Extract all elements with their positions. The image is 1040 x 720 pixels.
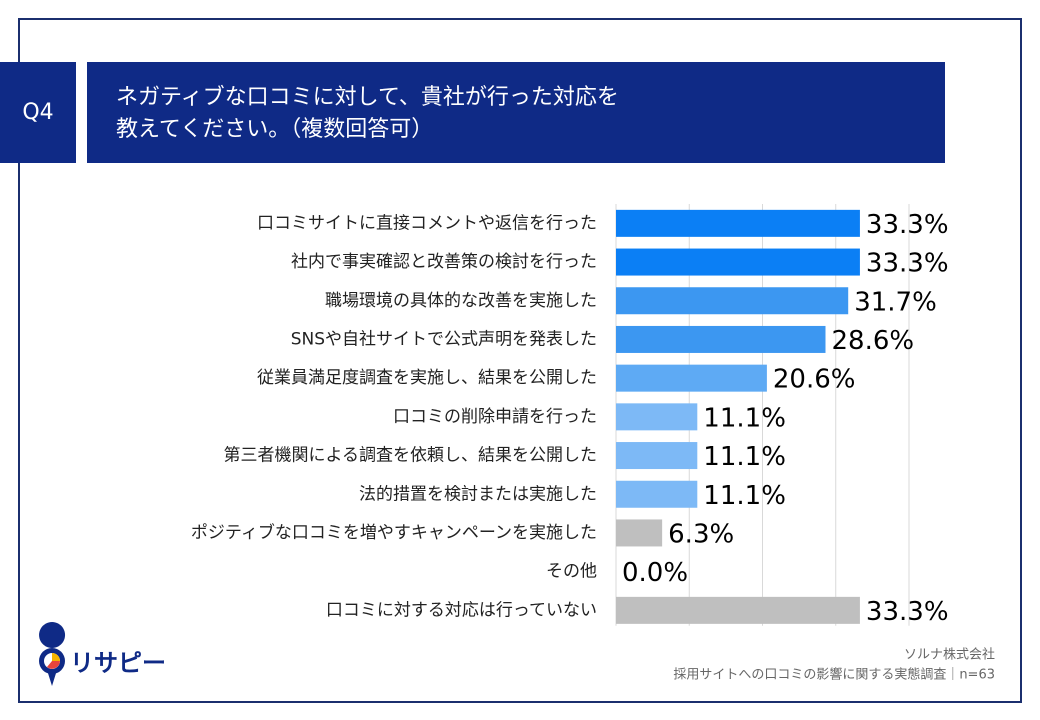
value-label: 28.6% — [831, 326, 914, 356]
question-label: Q4 — [22, 100, 53, 125]
value-label: 31.7% — [854, 287, 937, 317]
category-label: 職場環境の具体的な改善を実施した — [325, 291, 597, 311]
category-label: 口コミに対する対応は行っていない — [326, 600, 597, 620]
logo-segment — [47, 661, 60, 669]
logo-pin-tip — [47, 670, 57, 686]
title-box — [87, 62, 945, 163]
category-label: その他 — [546, 562, 597, 582]
bar — [616, 287, 849, 315]
logo: リサピー — [39, 622, 166, 686]
category-label: 第三者機関による調査を依頼し、結果を公開した — [224, 446, 598, 466]
logo-segment — [52, 653, 60, 661]
category-label: 社内で事実確認と改善策の検討を行った — [291, 252, 597, 272]
source: ソルナ株式会社 — [904, 647, 995, 663]
logo-text: リサピー — [70, 649, 166, 677]
value-label: 11.1% — [703, 442, 786, 472]
value-label: 20.6% — [773, 365, 856, 395]
logo-pin — [39, 622, 66, 648]
category-label: 口コミサイトに直接コメントや返信を行った — [257, 213, 597, 233]
bar — [616, 248, 860, 276]
title-line: ネガティブな口コミに対して、貴社が行った対応を — [116, 85, 619, 110]
question-box — [0, 62, 76, 163]
bar — [616, 403, 698, 431]
value-label: 11.1% — [703, 403, 786, 433]
bar — [616, 209, 860, 237]
category-label: 口コミの削除申請を行った — [393, 407, 597, 427]
bar — [616, 596, 860, 624]
value-label: 33.3% — [866, 597, 949, 627]
bar — [616, 325, 826, 353]
bar — [616, 364, 767, 392]
value-label: 33.3% — [866, 210, 949, 240]
value-label: 11.1% — [703, 481, 786, 511]
category-label: SNSや自社サイトで公式声明を発表した — [291, 329, 597, 349]
category-label: 法的措置を検討または実施した — [359, 484, 597, 504]
source: 採用サイトへの口コミの影響に関する実態調査｜n=63 — [673, 667, 995, 683]
bar — [616, 480, 698, 508]
value-label: 0.0% — [622, 558, 688, 588]
category-label: 従業員満足度調査を実施し、結果を公開した — [257, 368, 597, 388]
value-label: 6.3% — [668, 519, 734, 549]
title-line: 教えてください。（複数回答可） — [116, 117, 433, 142]
category-label: ポジティブな口コミを増やすキャンペーンを実施した — [191, 522, 597, 543]
bar — [616, 442, 698, 470]
value-label: 33.3% — [866, 249, 949, 279]
bar — [616, 519, 663, 547]
